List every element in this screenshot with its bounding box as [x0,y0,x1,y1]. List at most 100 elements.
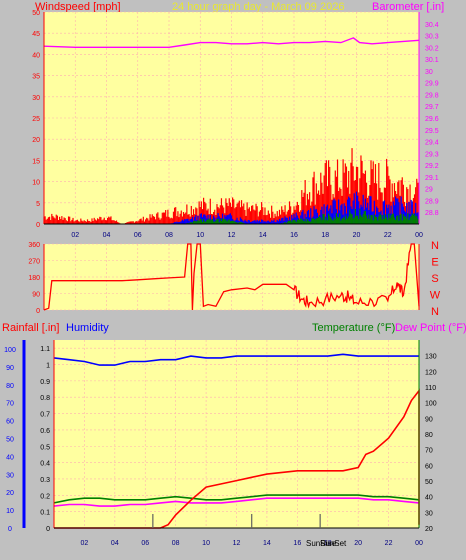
temperature-y-tick: 80 [425,432,433,439]
direction-compass-tick: E [431,257,438,269]
barometer-y-tick: 29.3 [425,151,439,158]
barometer-y-tick: 29.8 [425,92,439,99]
barometer-label: Barometer [.in] [372,1,444,13]
wind-y-tick: 15 [32,158,40,165]
rainfall-y-tick: 0.1 [40,510,50,517]
barometer-y-tick: 30.3 [425,34,439,41]
temperature-y-tick: 50 [425,479,433,486]
wind-y-tick: 45 [32,31,40,38]
rain-temp-panel-axes: 0 0.1 0.2 0.3 0.4 0.5 0.6 0.7 0.8 0.9 1 1.1 0 10 20 30 4… [4,340,437,547]
rainfall-y-tick: 0.9 [40,379,50,386]
temperature-y-tick: 30 [425,510,433,517]
humidity-y-tick: 20 [6,490,14,497]
direction-compass-tick: N [431,306,439,318]
wind-y-tick: 10 [32,180,40,187]
humidity-y-tick: 70 [6,401,14,408]
rain-x-tick: 16 [293,540,301,547]
rain-x-tick: 12 [233,540,241,547]
temperature-y-tick: 70 [425,448,433,455]
rainfall-y-tick: 0.8 [40,395,50,402]
barometer-y-tick: 28.9 [425,198,439,205]
barometer-y-tick: 30.2 [425,45,439,52]
humidity-y-tick: 90 [6,365,14,372]
rain-x-tick: 06 [141,540,149,547]
barometer-y-tick: 29.7 [425,104,439,111]
rainfall-y-tick: 1 [46,363,50,370]
direction-compass-tick: W [430,290,441,302]
wind-x-tick: 06 [134,232,142,239]
humidity-label: Humidity [66,322,109,334]
rain-x-tick: 14 [263,540,271,547]
direction-compass-tick: S [431,273,438,285]
wind-x-tick: 02 [71,232,79,239]
direction-y-tick: 0 [36,308,40,315]
rain-x-tick: 22 [385,540,393,547]
wind-y-tick: 35 [32,74,40,81]
temperature-y-tick: 130 [425,354,437,361]
temperature-y-tick: 40 [425,495,433,502]
temperature-label: Temperature (°F) [312,322,395,334]
wind-y-tick: 40 [32,52,40,59]
humidity-y-tick: 100 [4,347,16,354]
direction-y-tick: 360 [28,242,40,249]
temperature-y-tick: 20 [425,526,433,533]
wind-x-tick: 20 [353,232,361,239]
humidity-y-tick: 0 [8,526,12,533]
humidity-series [53,353,419,366]
wind-x-tick: 16 [290,232,298,239]
wind-y-tick: 0 [36,222,40,229]
wind-x-tick: 08 [165,232,173,239]
wind-x-tick: 04 [103,232,111,239]
barometer-y-tick: 29.9 [425,81,439,88]
wind-panel-axes: 0 5 10 15 20 25 30 35 40 45 50 02 04 06 08 10 12 14 16 18 20… [32,10,439,239]
sunset-label: SunSet [320,539,347,548]
temperature-y-tick: 100 [425,401,437,408]
barometer-y-tick: 29.5 [425,128,439,135]
rainfall-y-tick: 0 [46,526,50,533]
direction-panel-axes: 0 N 90 W 180 S 270 E 360 N [28,240,440,318]
rain-x-tick: 02 [81,540,89,547]
wind-y-tick: 20 [32,137,40,144]
barometer-y-tick: 29.2 [425,163,439,170]
temperature-y-tick: 120 [425,369,437,376]
rainfall-y-tick: 0.6 [40,428,50,435]
wind-x-tick: 22 [384,232,392,239]
barometer-y-tick: 29.4 [425,140,439,147]
temperature-y-tick: 60 [425,463,433,470]
dewpoint-series [53,497,420,507]
barometer-y-tick: 28.8 [425,210,439,217]
rain-x-tick: 00 [415,540,423,547]
direction-panel-series [43,243,420,311]
barometer-y-tick: 30.4 [425,22,439,29]
sunrise-label: SunRise [306,539,337,548]
rainfall-y-tick: 1.1 [40,346,50,353]
direction-y-tick: 180 [28,275,40,282]
wind-y-tick: 30 [32,95,40,102]
wind-x-tick: 12 [228,232,236,239]
windspeed-label: Windspeed [mph] [35,1,121,13]
rainfall-y-tick: 0.3 [40,477,50,484]
rainfall-y-tick: 0.7 [40,412,50,419]
rain-x-tick: 08 [172,540,180,547]
rainfall-y-tick: 0.4 [40,461,50,468]
graph-title: 24 hour graph day - March 09 2026 [172,1,344,13]
dewpoint-label: Dew Point (°F) [395,322,466,334]
rainfall-series [54,388,420,529]
humidity-y-tick: 10 [6,508,14,515]
wind-low-series [185,208,419,224]
rain-x-tick: 20 [354,540,362,547]
barometer-y-tick: 29.1 [425,175,439,182]
temperature-y-tick: 90 [425,416,433,423]
wind-x-tick: 10 [196,232,204,239]
rain-temp-panel-series [53,353,420,529]
humidity-y-tick: 80 [6,383,14,390]
rain-x-tick: 04 [111,540,119,547]
barometer-y-tick: 29.6 [425,116,439,123]
rain-x-tick: 18 [324,540,332,547]
wind-y-tick: 25 [32,116,40,123]
direction-y-tick: 90 [32,292,40,299]
temperature-y-tick: 110 [425,385,436,392]
barometer-y-tick: 30.1 [425,57,439,64]
wind-y-tick: 5 [36,201,40,208]
